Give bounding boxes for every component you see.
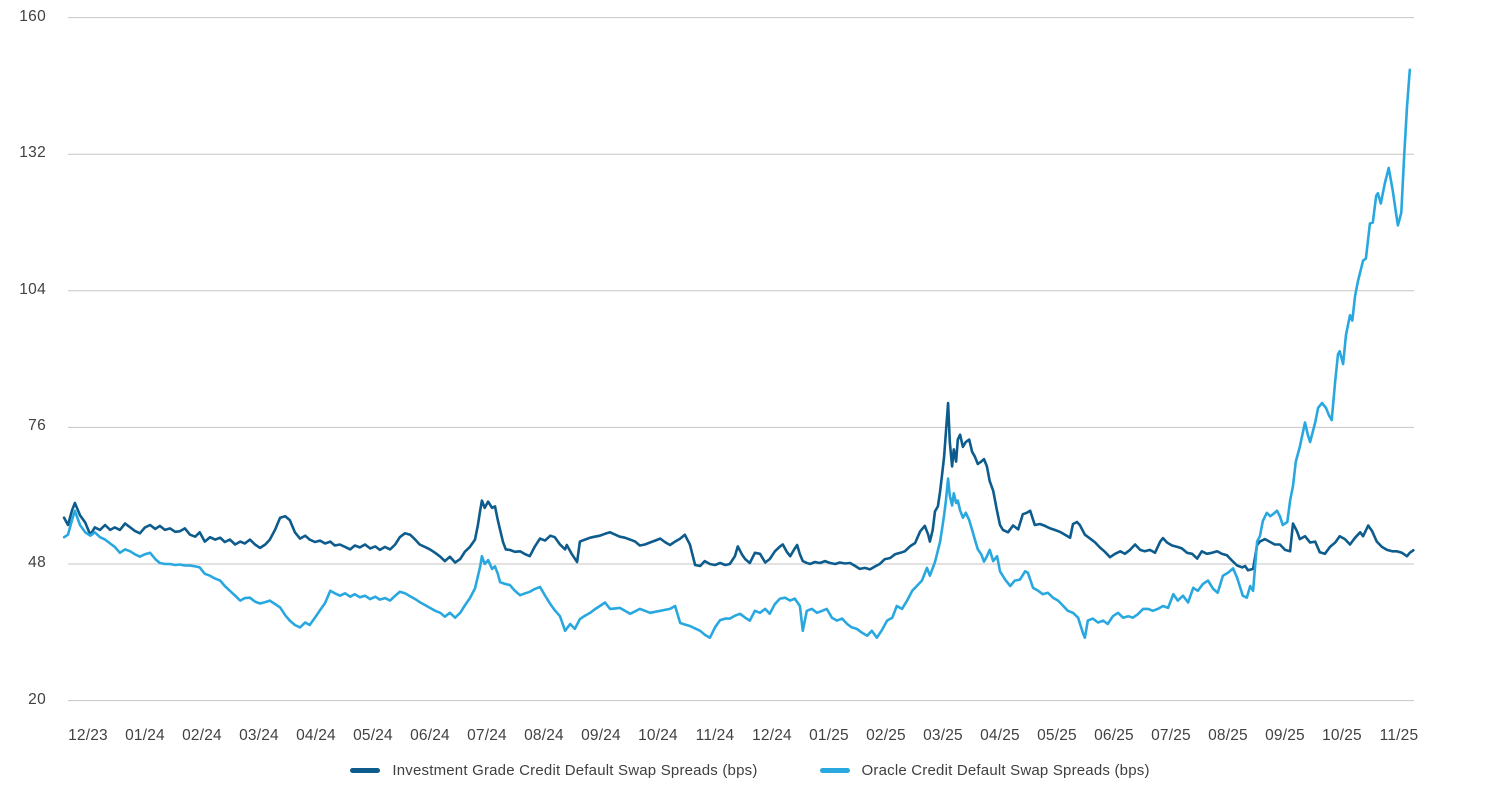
x-tick-label: 04/25 <box>980 727 1020 744</box>
y-tick-label: 104 <box>19 280 46 298</box>
x-tick-label: 02/25 <box>866 727 906 744</box>
x-tick-label: 11/24 <box>695 727 735 744</box>
oracle-line <box>62 68 1412 640</box>
legend-label-oracle: Oracle Credit Default Swap Spreads (bps) <box>861 762 1150 779</box>
x-tick-label: 10/25 <box>1322 727 1362 744</box>
x-tick-label: 01/25 <box>809 727 849 744</box>
x-tick-label: 05/25 <box>1037 727 1077 744</box>
legend: Investment Grade Credit Default Swap Spr… <box>0 762 1500 779</box>
x-tick-label: 12/24 <box>752 727 792 744</box>
x-tick-label: 08/25 <box>1208 727 1248 744</box>
y-tick-label: 160 <box>19 7 46 25</box>
x-tick-label: 08/24 <box>524 727 564 744</box>
x-tick-label: 10/24 <box>638 727 678 744</box>
x-tick-label: 06/24 <box>410 727 450 744</box>
x-tick-label: 07/25 <box>1151 727 1191 744</box>
investment-grade-swatch-icon <box>350 768 381 773</box>
y-tick-label: 48 <box>28 554 46 571</box>
legend-label-investment-grade: Investment Grade Credit Default Swap Spr… <box>392 762 758 779</box>
x-tick-label: 01/24 <box>125 727 165 744</box>
gridlines <box>68 17 1414 702</box>
x-tick-label: 03/25 <box>923 727 963 744</box>
y-tick-label: 20 <box>28 690 46 708</box>
legend-item-investment-grade: Investment Grade Credit Default Swap Spr… <box>350 762 757 779</box>
x-tick-label: 07/24 <box>467 727 507 744</box>
x-tick-label: 04/24 <box>296 727 336 744</box>
x-tick-label: 03/24 <box>239 727 279 744</box>
x-tick-label: 09/24 <box>581 727 621 744</box>
legend-item-oracle: Oracle Credit Default Swap Spreads (bps) <box>819 762 1150 779</box>
x-tick-label: 02/24 <box>182 727 222 744</box>
x-tick-label: 05/24 <box>353 727 393 744</box>
investment-grade-line <box>62 401 1415 572</box>
oracle-swatch-icon <box>819 768 850 773</box>
x-tick-label: 11/25 <box>1379 727 1419 744</box>
x-tick-label: 12/23 <box>68 727 108 744</box>
y-tick-label: 76 <box>28 417 46 435</box>
x-tick-label: 09/25 <box>1265 727 1305 744</box>
x-tick-label: 06/25 <box>1094 727 1134 744</box>
y-tick-label: 132 <box>19 144 46 162</box>
